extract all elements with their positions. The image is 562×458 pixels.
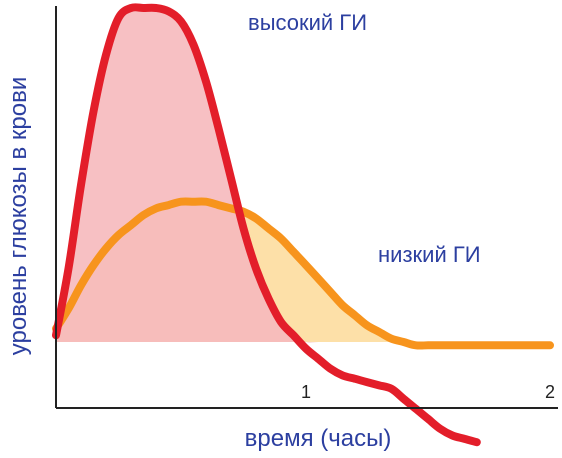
x-tick-label-2: 2 xyxy=(545,382,555,402)
legend-label-low-gi: низкий ГИ xyxy=(378,242,481,267)
line-low-gi xyxy=(52,197,554,350)
legend-label-high-gi: высокий ГИ xyxy=(248,10,367,35)
x-tick-label-1: 1 xyxy=(301,382,311,402)
line-high-gi xyxy=(52,3,481,447)
area-high-gi xyxy=(56,7,477,343)
y-axis-label: уровень глюкозы в крови xyxy=(5,77,32,355)
series-lines xyxy=(52,3,554,447)
series-areas xyxy=(56,7,550,343)
x-axis-label: время (часы) xyxy=(245,425,392,452)
